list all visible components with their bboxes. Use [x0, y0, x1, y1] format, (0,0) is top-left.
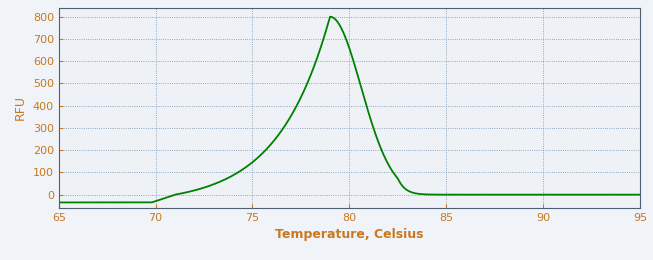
X-axis label: Temperature, Celsius: Temperature, Celsius [275, 229, 424, 242]
Y-axis label: RFU: RFU [14, 95, 27, 120]
